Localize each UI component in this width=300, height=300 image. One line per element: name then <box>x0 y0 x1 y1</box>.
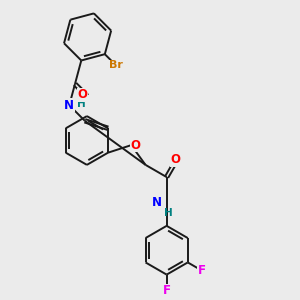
Text: N: N <box>64 99 74 112</box>
Text: H: H <box>164 208 172 218</box>
Text: O: O <box>78 88 88 101</box>
Text: O: O <box>170 153 180 166</box>
Text: N: N <box>152 196 162 209</box>
Text: O: O <box>130 139 140 152</box>
Text: F: F <box>163 284 171 298</box>
Text: F: F <box>198 264 206 277</box>
Text: H: H <box>77 99 86 109</box>
Text: Br: Br <box>109 60 123 70</box>
